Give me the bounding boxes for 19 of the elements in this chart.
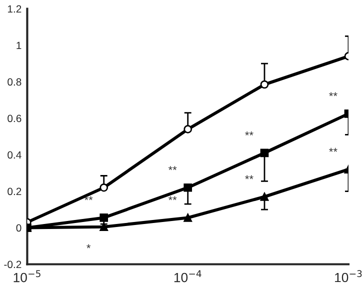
annotation: ** <box>168 196 177 200</box>
y-tick-label: 0.8 <box>8 78 22 86</box>
x-tick-label: 10$^{−3}$ <box>335 270 362 282</box>
y-tick-label: 0.4 <box>8 151 22 159</box>
x-tick-label: 10$^{−5}$ <box>14 270 40 282</box>
annotation: ** <box>168 166 177 170</box>
y-tick-label: 0.6 <box>8 114 22 122</box>
y-tick-label: 1.2 <box>8 5 22 13</box>
x-tick-label: 10$^{−4}$ <box>174 270 202 282</box>
annotation: * <box>86 244 91 248</box>
y-tick-label: 1 <box>16 42 22 50</box>
y-tick-label: 0 <box>16 224 22 232</box>
annotation: ** <box>245 131 254 136</box>
y-tick-label: -0.2 <box>4 260 22 268</box>
annotation: ** <box>245 175 254 180</box>
y-tick-label: 0.2 <box>8 188 22 196</box>
annotation: ** <box>84 196 93 200</box>
annotation: ** <box>329 148 338 152</box>
annotation: ** <box>329 92 338 96</box>
